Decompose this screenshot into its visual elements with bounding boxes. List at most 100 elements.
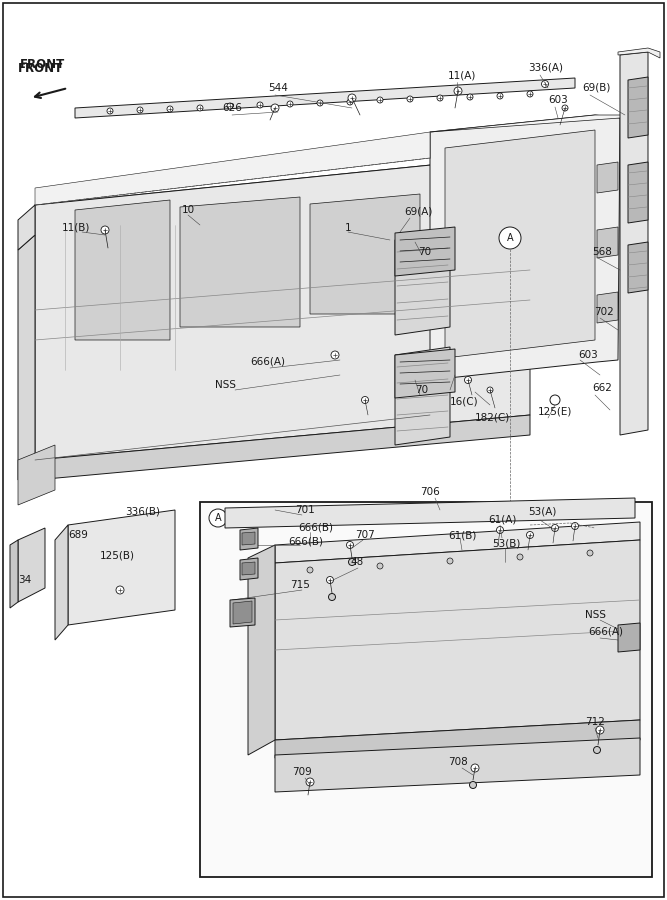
Circle shape — [407, 96, 413, 102]
Text: 707: 707 — [355, 530, 375, 540]
Circle shape — [594, 746, 600, 753]
Polygon shape — [430, 115, 620, 380]
Polygon shape — [242, 562, 255, 575]
Text: 568: 568 — [592, 247, 612, 257]
Text: 336(A): 336(A) — [528, 63, 563, 73]
Circle shape — [306, 778, 314, 786]
Polygon shape — [275, 738, 640, 792]
Polygon shape — [10, 540, 18, 608]
Text: 53(A): 53(A) — [528, 507, 556, 517]
Text: 11(B): 11(B) — [62, 223, 90, 233]
Text: A: A — [507, 233, 514, 243]
Text: 666(B): 666(B) — [288, 537, 323, 547]
Text: FRONT: FRONT — [20, 58, 65, 71]
Text: 48: 48 — [350, 557, 364, 567]
Text: 125(E): 125(E) — [538, 407, 572, 417]
Circle shape — [517, 554, 523, 560]
Circle shape — [116, 586, 124, 594]
Circle shape — [347, 99, 353, 105]
Polygon shape — [240, 528, 258, 550]
Circle shape — [257, 102, 263, 108]
Circle shape — [346, 542, 354, 548]
Circle shape — [499, 227, 521, 249]
Polygon shape — [628, 162, 648, 223]
Circle shape — [317, 100, 323, 106]
Polygon shape — [445, 130, 595, 358]
Circle shape — [377, 97, 383, 103]
Circle shape — [348, 559, 356, 565]
Text: 61(A): 61(A) — [488, 515, 516, 525]
Polygon shape — [18, 528, 45, 602]
Polygon shape — [18, 205, 35, 250]
Polygon shape — [628, 242, 648, 293]
Circle shape — [572, 523, 578, 529]
Circle shape — [327, 577, 334, 583]
Text: 70: 70 — [418, 247, 431, 257]
Circle shape — [437, 95, 443, 101]
Circle shape — [464, 376, 472, 383]
Polygon shape — [618, 623, 640, 652]
Polygon shape — [35, 415, 530, 480]
Polygon shape — [230, 598, 255, 627]
Text: 662: 662 — [592, 383, 612, 393]
Polygon shape — [395, 349, 455, 398]
Circle shape — [467, 94, 473, 100]
Text: 34: 34 — [18, 575, 31, 585]
Circle shape — [209, 509, 227, 527]
Circle shape — [527, 91, 533, 97]
Text: 666(A): 666(A) — [250, 357, 285, 367]
Polygon shape — [248, 545, 275, 755]
Circle shape — [287, 101, 293, 107]
Text: 182(C): 182(C) — [475, 413, 510, 423]
Text: 702: 702 — [594, 307, 614, 317]
Text: 11(A): 11(A) — [448, 70, 476, 80]
Text: 709: 709 — [292, 767, 311, 777]
Polygon shape — [35, 155, 530, 235]
Polygon shape — [75, 78, 575, 118]
Text: 603: 603 — [578, 350, 598, 360]
Polygon shape — [275, 522, 640, 563]
Text: 689: 689 — [68, 530, 88, 540]
Polygon shape — [395, 347, 450, 445]
Circle shape — [550, 395, 560, 405]
Text: FRONT: FRONT — [18, 61, 63, 75]
Text: 53(B): 53(B) — [492, 539, 520, 549]
Polygon shape — [18, 235, 35, 480]
Polygon shape — [242, 532, 255, 545]
Circle shape — [496, 526, 504, 534]
Text: 336(B): 336(B) — [125, 507, 160, 517]
Circle shape — [526, 532, 534, 538]
Text: 603: 603 — [548, 95, 568, 105]
Circle shape — [167, 106, 173, 112]
Polygon shape — [225, 498, 635, 528]
Circle shape — [107, 108, 113, 114]
Polygon shape — [35, 132, 430, 205]
Polygon shape — [628, 77, 648, 138]
Circle shape — [271, 104, 279, 112]
Circle shape — [362, 397, 368, 403]
Text: 16(C): 16(C) — [450, 397, 479, 407]
Text: 666(A): 666(A) — [588, 627, 623, 637]
Circle shape — [471, 764, 479, 772]
Polygon shape — [618, 48, 660, 58]
Circle shape — [587, 550, 593, 556]
Polygon shape — [240, 558, 258, 580]
Polygon shape — [55, 525, 68, 640]
Text: A: A — [215, 513, 221, 523]
Circle shape — [470, 781, 476, 788]
Polygon shape — [275, 540, 640, 740]
Text: NSS: NSS — [215, 380, 236, 390]
Circle shape — [377, 563, 383, 569]
Circle shape — [101, 226, 109, 234]
Text: 626: 626 — [222, 103, 242, 113]
Circle shape — [497, 93, 503, 99]
Circle shape — [447, 558, 453, 564]
Circle shape — [331, 351, 339, 359]
Text: NSS: NSS — [585, 610, 606, 620]
Circle shape — [197, 105, 203, 111]
Polygon shape — [180, 197, 300, 327]
Text: 70: 70 — [415, 385, 428, 395]
Circle shape — [542, 80, 548, 87]
Text: 1: 1 — [345, 223, 352, 233]
Circle shape — [348, 94, 356, 102]
